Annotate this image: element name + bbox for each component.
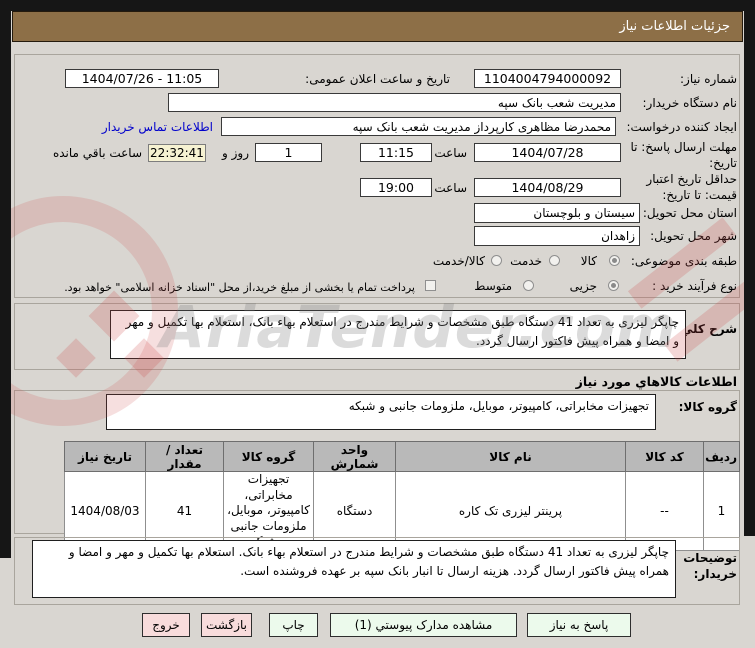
deadline-days-label: روز و	[222, 146, 249, 160]
col-row-number: ردیف	[703, 441, 740, 472]
buyer-contact-link[interactable]: اطلاعات تماس خریدار	[101, 120, 213, 134]
deadline-hour-label: ساعت	[434, 146, 467, 160]
radio-service[interactable]	[549, 255, 560, 266]
announce-datetime-field[interactable]: 1404/07/26 - 11:05	[65, 69, 219, 88]
radio-goods-service-label: کالا/خدمت	[432, 254, 485, 268]
back-button[interactable]: بازگشت	[201, 613, 252, 637]
view-attachments-button[interactable]: مشاهده مدارک پیوستي (1)	[330, 613, 517, 637]
col-goods-group: گروه کالا	[223, 441, 314, 472]
buyer-org-label: نام دستگاه خریدار:	[642, 96, 738, 110]
need-info-panel	[14, 54, 740, 298]
radio-goods[interactable]	[609, 255, 620, 266]
goods-table-header-row: ردیف کد کالا نام کالا واحد شمارش گروه کا…	[64, 441, 740, 472]
radio-service-label: خدمت	[510, 254, 542, 268]
subject-class-label: طبقه بندی موضوعی:	[630, 254, 737, 268]
need-description-panel	[14, 303, 740, 370]
col-goods-code: کد کالا	[625, 441, 704, 472]
buyer-notes-panel	[14, 537, 740, 605]
frame-left	[0, 0, 11, 558]
frame-right	[744, 0, 755, 536]
city-label: شهر محل تحویل:	[650, 229, 737, 243]
price-validity-label: حداقل تاریخ اعتبار قیمت: تا تاریخ:	[646, 172, 737, 202]
goods-group-field[interactable]: تجهیزات مخابراتی، کامپیوتر، موبایل، ملزو…	[106, 394, 656, 430]
need-number-label: شماره نیاز:	[680, 72, 737, 86]
remaining-time-box: 22:32:41	[148, 144, 206, 162]
treasury-note-label: پرداخت تمام یا بخشی از مبلغ خرید،از محل …	[64, 281, 415, 294]
purchase-type-label: نوع فرآیند خرید :	[652, 279, 737, 293]
radio-partial-label: جزیی	[569, 279, 597, 293]
radio-medium[interactable]	[523, 280, 534, 291]
buyer-org-field[interactable]: مدیریت شعب بانک سپه	[168, 93, 621, 112]
goods-group-label: گروه کالا:	[678, 400, 737, 414]
col-quantity: تعداد / مقدار	[145, 441, 224, 472]
radio-partial[interactable]	[608, 280, 619, 291]
remaining-time-label: ساعت باقي مانده	[52, 146, 142, 160]
radio-goods-label: کالا	[580, 254, 597, 268]
need-description-textarea[interactable]: چاپگر لیزری به تعداد 41 دستگاه طبق مشخصا…	[110, 310, 686, 359]
radio-medium-label: متوسط	[474, 279, 512, 293]
deadline-label: مهلت ارسال پاسخ: تا تاریخ:	[630, 140, 737, 170]
buyer-notes-label: توضیحات خریدار:	[683, 551, 737, 581]
deadline-days-field[interactable]: 1	[255, 143, 322, 162]
col-goods-name: نام کالا	[395, 441, 626, 472]
goods-table: ردیف کد کالا نام کالا واحد شمارش گروه کا…	[64, 441, 740, 551]
frame-top	[0, 0, 755, 11]
province-field[interactable]: سیستان و بلوچستان	[474, 203, 640, 223]
col-need-date: تاریخ نیاز	[64, 441, 146, 472]
price-validity-hour-label: ساعت	[434, 181, 467, 195]
price-validity-time-field[interactable]: 19:00	[360, 178, 432, 197]
goods-section-heading: اطلاعات کالاهاي مورد نیاز	[575, 374, 737, 389]
deadline-date-field[interactable]: 1404/07/28	[474, 143, 621, 162]
radio-goods-service[interactable]	[491, 255, 502, 266]
treasury-checkbox[interactable]	[425, 280, 436, 291]
city-field[interactable]: زاهدان	[474, 226, 640, 246]
exit-button[interactable]: خروج	[142, 613, 190, 637]
creator-field[interactable]: محمدرضا مظاهری کارپرداز مدیریت شعب بانک …	[221, 117, 616, 136]
page-title: جزئیات اطلاعات نیاز	[619, 19, 730, 34]
creator-label: ایجاد کننده درخواست:	[626, 120, 737, 134]
col-unit: واحد شمارش	[313, 441, 396, 472]
price-validity-date-field[interactable]: 1404/08/29	[474, 178, 621, 197]
announce-datetime-label: تاریخ و ساعت اعلان عمومی:	[305, 72, 450, 86]
need-number-field[interactable]: 1104004794000092	[474, 69, 621, 88]
buyer-notes-textarea[interactable]: چاپگر لیزری به تعداد 41 دستگاه طبق مشخصا…	[32, 540, 676, 598]
province-label: استان محل تحویل:	[642, 206, 737, 220]
title-bar: جزئیات اطلاعات نیاز	[12, 11, 743, 42]
print-button[interactable]: چاپ	[269, 613, 318, 637]
deadline-time-field[interactable]: 11:15	[360, 143, 432, 162]
respond-button[interactable]: پاسخ به نیاز	[527, 613, 631, 637]
